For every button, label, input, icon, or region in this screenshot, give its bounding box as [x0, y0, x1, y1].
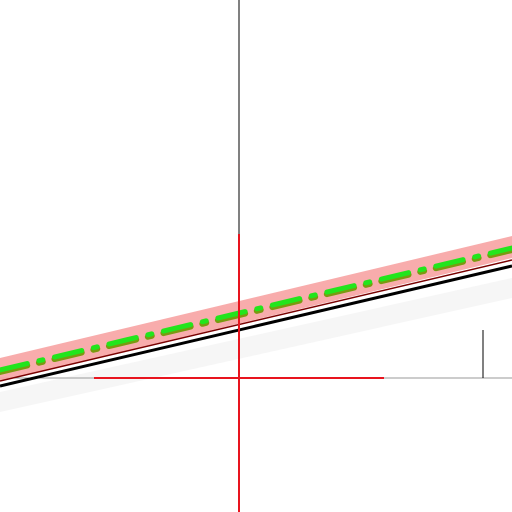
main-edge-line — [0, 264, 512, 388]
thin-offset-line — [0, 259, 512, 382]
dash-dot-center-line — [0, 245, 512, 373]
crosshair-cursor[interactable] — [94, 234, 384, 512]
